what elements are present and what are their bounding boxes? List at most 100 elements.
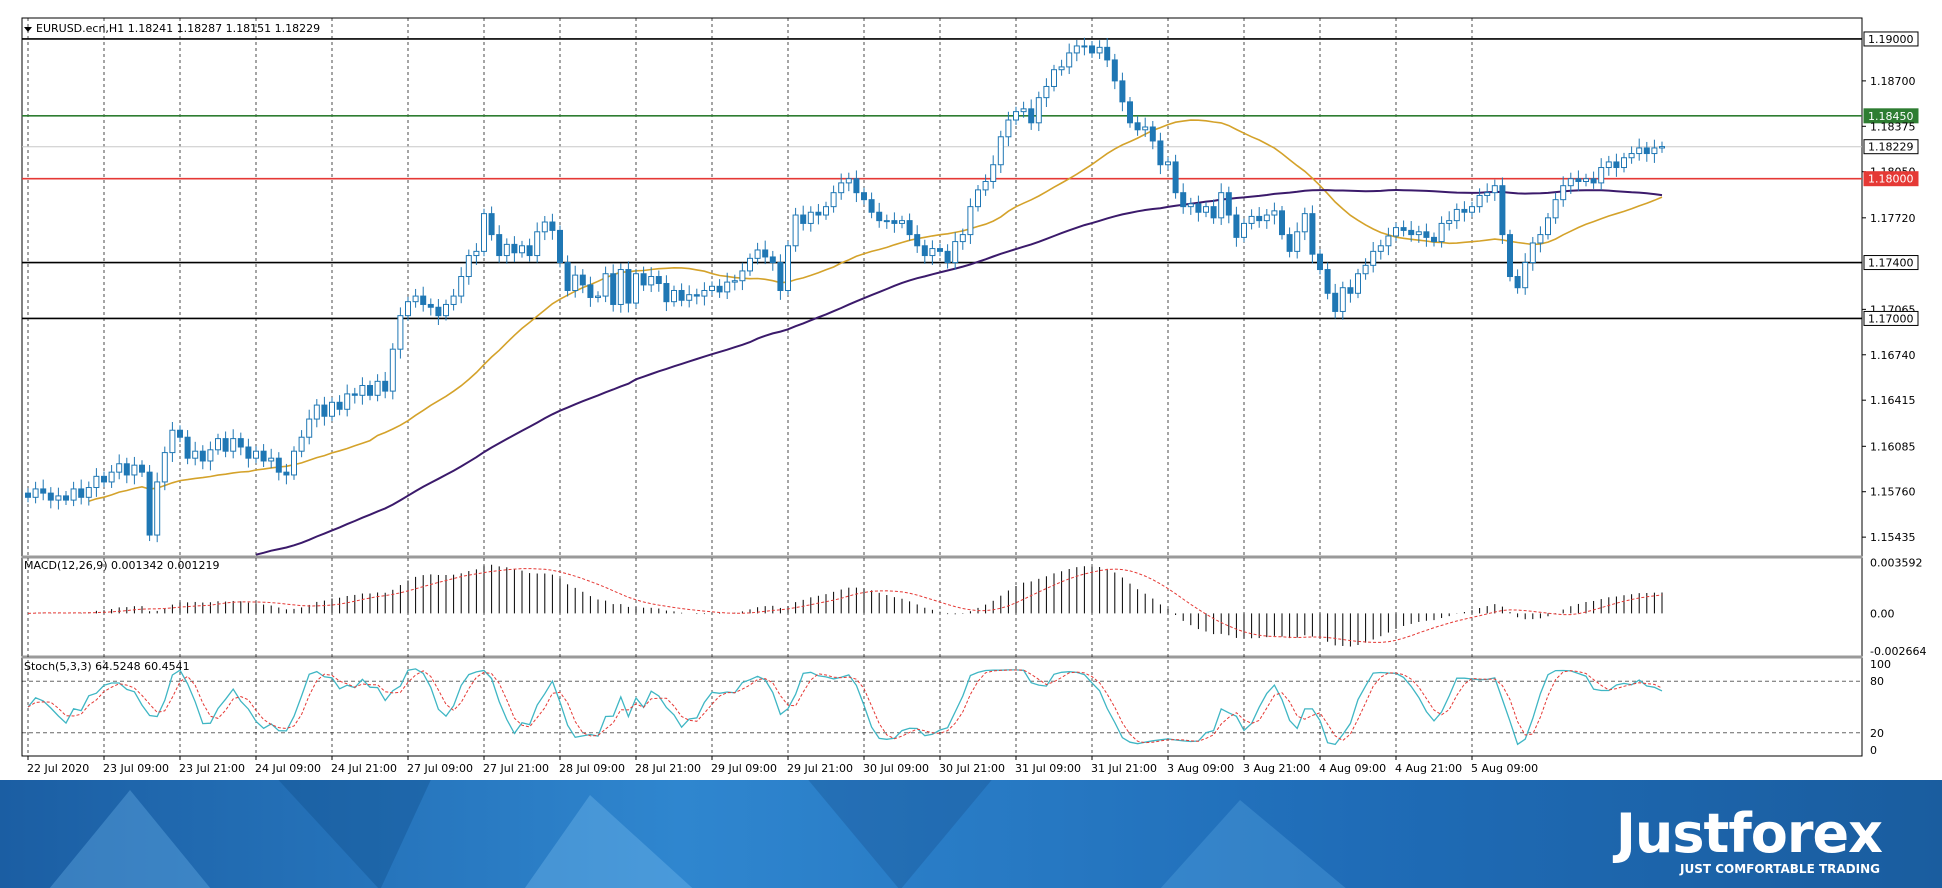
candle-body	[663, 283, 670, 303]
candle-body	[1469, 206, 1475, 213]
candle-body	[640, 273, 647, 286]
candle-body	[1537, 234, 1544, 244]
candle-body	[1157, 140, 1164, 166]
candle-body	[625, 269, 632, 304]
decor-shape	[40, 790, 220, 888]
candle-body	[716, 285, 723, 293]
candle-body	[199, 450, 206, 462]
candle-body	[1263, 214, 1270, 222]
stoch-tick-label: 20	[1870, 727, 1884, 740]
time-axis: 22 Jul 2020 23 Jul 09:00 23 Jul 21:00 24 Ju…	[27, 756, 1538, 775]
triangle-down-icon[interactable]	[24, 27, 32, 32]
candle-body	[1149, 126, 1156, 142]
time-tick-label: 30 Jul 21:00	[939, 762, 1005, 775]
candle-body	[830, 192, 837, 208]
candle-body	[1051, 69, 1057, 87]
candle-body	[55, 495, 62, 501]
candle-body	[268, 457, 275, 462]
indicator-labels: EURUSD.ecn,H1 1.18241 1.18287 1.18151 1.…	[24, 22, 320, 673]
time-tick-label: 27 Jul 21:00	[483, 762, 549, 775]
candle-body	[1180, 192, 1187, 208]
candle-body	[329, 401, 335, 417]
candle-body	[944, 250, 951, 264]
stoch-title: Stoch(5,3,3) 64.5248 60.4541	[24, 660, 190, 673]
chart-frames	[21, 17, 1863, 757]
price-label-box	[1863, 139, 1919, 155]
ma-fast-line	[88, 119, 1663, 503]
time-tick-label: 24 Jul 09:00	[255, 762, 321, 775]
candle-body	[967, 206, 974, 236]
candle-body	[1195, 203, 1202, 213]
candle-body	[435, 306, 442, 317]
candle-body	[1552, 199, 1559, 219]
candle-body	[313, 404, 320, 420]
candle-body	[1590, 178, 1597, 184]
candle-body	[1324, 269, 1331, 294]
time-tick-label: 31 Jul 21:00	[1091, 762, 1157, 775]
candle-body	[1377, 245, 1384, 252]
candle-body	[488, 213, 495, 236]
candle-body	[1028, 108, 1035, 124]
candle-body	[1203, 206, 1209, 213]
candle-body	[116, 463, 123, 473]
candle-body	[1035, 97, 1042, 124]
price-label-box	[1863, 255, 1919, 271]
candle-body	[260, 450, 267, 462]
candle-body	[1111, 59, 1118, 82]
candle-body	[602, 273, 609, 297]
time-tick-label: 28 Jul 21:00	[635, 762, 701, 775]
candle-body	[671, 289, 677, 303]
candle-body	[1514, 276, 1521, 289]
candle-body	[1355, 273, 1361, 294]
candle-body	[579, 274, 586, 286]
candle-body	[838, 182, 845, 194]
candle-body	[382, 380, 389, 392]
candle-body	[1271, 210, 1278, 216]
candle-body	[1522, 262, 1529, 289]
candle-body	[815, 211, 822, 216]
candle-body	[777, 262, 784, 291]
time-tick-label: 3 Aug 21:00	[1243, 762, 1310, 775]
candle-body	[420, 295, 427, 305]
candle-body	[1165, 161, 1171, 166]
candle-body	[595, 295, 601, 298]
price-tick-label: 1.18000	[1868, 173, 1914, 186]
candle-body	[1119, 80, 1126, 103]
brand-banner: Justforex JUST COMFORTABLE TRADING	[0, 780, 1942, 888]
candle-body	[405, 301, 411, 317]
candle-body	[1127, 101, 1133, 124]
candle-body	[40, 488, 47, 494]
candle-body	[1438, 222, 1445, 243]
candle-body	[47, 492, 54, 501]
candle-body	[1446, 220, 1453, 224]
candle-body	[1020, 108, 1027, 113]
candle-body	[344, 393, 351, 410]
price-tick-label: 1.16740	[1870, 349, 1916, 362]
candle-body	[1233, 214, 1240, 238]
candle-body	[230, 438, 237, 452]
time-tick-label: 3 Aug 09:00	[1167, 762, 1234, 775]
candle-body	[1089, 45, 1095, 54]
candle-body	[1134, 122, 1141, 131]
candle-body	[503, 243, 510, 257]
candle-body	[1499, 185, 1506, 236]
candle-body	[1651, 147, 1658, 155]
chart-window[interactable]: 1.19000 1.18700 1.18450 1.18375 1.18229 1.180…	[0, 0, 1942, 780]
price-tick-label: 1.16415	[1870, 394, 1916, 407]
stoch-signal-line	[27, 669, 1663, 744]
candle-body	[169, 429, 176, 454]
price-tick-label: 1.19000	[1868, 33, 1914, 46]
candle-body	[1583, 178, 1589, 182]
macd-tick-label: 0.003592	[1870, 556, 1923, 569]
candle-body	[655, 276, 662, 285]
candle-body	[427, 303, 434, 308]
price-tick-label: 1.18229	[1868, 141, 1914, 154]
candle-body	[63, 495, 69, 501]
candle-body	[374, 380, 381, 396]
candle-body	[1096, 46, 1103, 54]
stoch-tick-label: 80	[1870, 675, 1884, 688]
candle-body	[253, 450, 259, 459]
candle-body	[617, 269, 624, 305]
candles	[25, 37, 1665, 543]
